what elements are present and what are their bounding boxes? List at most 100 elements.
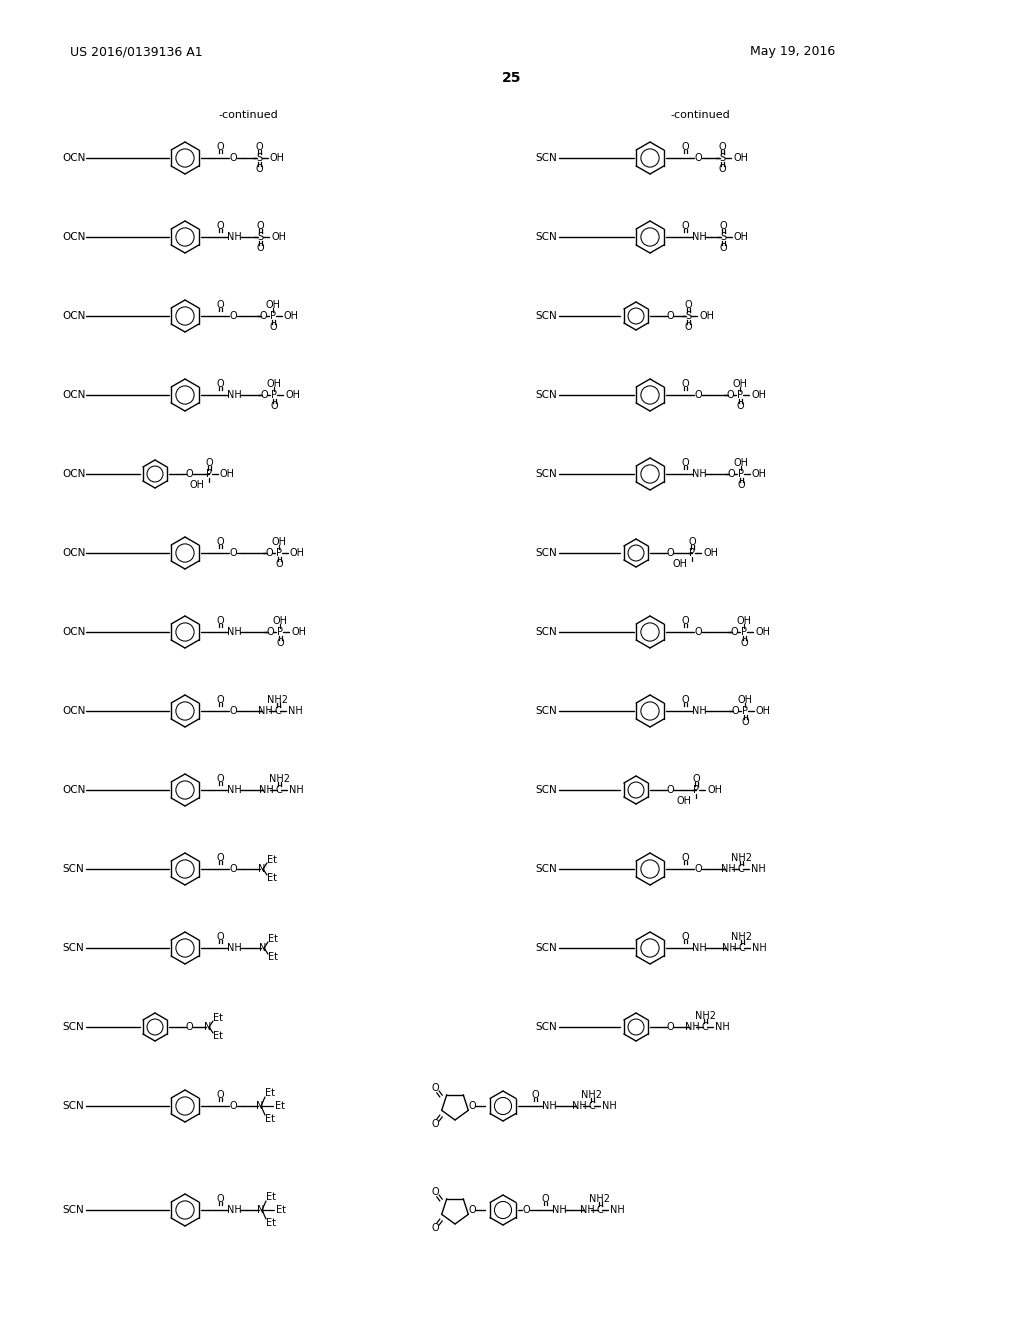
Text: Et: Et [213,1031,223,1041]
Text: P: P [689,548,695,558]
Text: NH: NH [691,232,707,242]
Text: OH: OH [291,627,306,638]
Text: SCN: SCN [535,469,557,479]
Text: NH: NH [259,785,273,795]
Text: Et: Et [267,855,278,865]
Text: NH2: NH2 [582,1090,602,1100]
Text: O: O [681,458,689,469]
Text: SCN: SCN [535,706,557,715]
Text: Et: Et [265,1114,275,1125]
Text: N: N [256,1101,264,1111]
Text: SCN: SCN [535,232,557,242]
Text: O: O [681,379,689,389]
Text: Et: Et [267,873,278,883]
Text: O: O [727,469,735,479]
Text: NH: NH [226,389,242,400]
Text: O: O [667,312,674,321]
Text: Et: Et [213,1012,223,1023]
Text: O: O [276,638,284,648]
Text: NH: NH [226,942,242,953]
Text: O: O [730,627,738,638]
Text: P: P [270,312,276,321]
Text: O: O [431,1224,439,1233]
Text: OH: OH [285,389,300,400]
Text: NH: NH [752,942,767,953]
Text: NH: NH [691,469,707,479]
Text: O: O [688,537,696,546]
Text: NH2: NH2 [730,853,752,863]
Text: P: P [271,389,278,400]
Text: OH: OH [290,548,305,558]
Text: NH: NH [580,1205,594,1214]
Text: NH: NH [552,1205,566,1214]
Text: P: P [737,389,743,400]
Text: NH: NH [685,1022,699,1032]
Text: O: O [718,164,726,174]
Text: O: O [718,143,726,152]
Text: O: O [694,153,701,162]
Text: NH2: NH2 [268,774,290,784]
Text: OH: OH [189,480,205,490]
Text: O: O [216,537,224,546]
Text: OH: OH [699,312,714,321]
Text: O: O [694,865,701,874]
Text: O: O [229,865,237,874]
Text: O: O [542,1195,549,1204]
Text: O: O [216,774,224,784]
Text: NH2: NH2 [590,1195,610,1204]
Text: SCN: SCN [535,942,557,953]
Text: OCN: OCN [62,469,85,479]
Text: O: O [269,322,276,333]
Text: P: P [206,469,212,479]
Text: O: O [256,220,264,231]
Text: O: O [229,312,237,321]
Text: SCN: SCN [62,865,84,874]
Text: NH: NH [571,1101,587,1111]
Text: May 19, 2016: May 19, 2016 [750,45,836,58]
Text: OH: OH [703,548,718,558]
Text: O: O [681,853,689,863]
Text: O: O [740,638,748,648]
Text: O: O [694,389,701,400]
Text: OH: OH [734,232,749,242]
Text: SCN: SCN [62,1101,84,1111]
Text: P: P [693,785,699,795]
Text: OCN: OCN [62,232,85,242]
Text: OH: OH [265,300,281,310]
Text: OCN: OCN [62,627,85,638]
Text: O: O [185,469,193,479]
Text: S: S [719,153,725,162]
Text: O: O [736,401,743,411]
Text: OH: OH [266,379,282,389]
Text: SCN: SCN [535,865,557,874]
Text: N: N [205,1022,212,1032]
Text: SCN: SCN [535,1022,557,1032]
Text: O: O [522,1205,529,1214]
Text: US 2016/0139136 A1: US 2016/0139136 A1 [70,45,203,58]
Text: O: O [260,389,268,400]
Text: O: O [468,1205,476,1214]
Text: NH: NH [288,706,303,715]
Text: O: O [255,164,263,174]
Text: OH: OH [271,232,286,242]
Text: NH2: NH2 [694,1011,716,1020]
Text: Et: Et [268,952,278,962]
Text: OH: OH [220,469,234,479]
Text: O: O [694,627,701,638]
Text: SCN: SCN [535,312,557,321]
Text: N: N [259,942,266,953]
Text: NH: NH [542,1101,556,1111]
Text: S: S [685,312,691,321]
Text: C: C [737,865,744,874]
Text: O: O [275,558,283,569]
Text: O: O [216,616,224,626]
Text: O: O [731,706,738,715]
Text: NH: NH [715,1022,730,1032]
Text: O: O [726,389,734,400]
Text: Et: Et [275,1101,285,1111]
Text: SCN: SCN [535,389,557,400]
Text: OH: OH [271,537,287,546]
Text: OH: OH [736,616,752,626]
Text: N: N [258,865,265,874]
Text: C: C [275,785,283,795]
